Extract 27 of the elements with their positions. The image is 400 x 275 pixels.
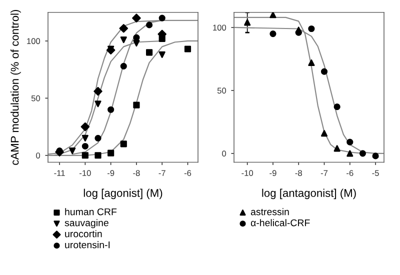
legend-label: human CRF [65,208,117,216]
y-tick-label: 0 [222,150,226,157]
x-tick-label: -9 [270,170,276,176]
x-tick-label: -10 [242,170,254,176]
x-tick-label: -8 [295,170,302,176]
y-axis-title: cAMP modulation (% of control) [10,10,21,165]
x-axis-title: log [agonist] (M) [84,188,162,200]
x-tick-label: -9 [107,170,114,176]
legend-label: urotensin-I [65,241,110,248]
x-tick-label: -10 [80,170,91,176]
legend-label: urocortin [65,230,102,238]
y-tick-label: 0 [36,152,40,158]
legend-label: α-helical-CRF [250,219,310,226]
y-tick-label: 50 [217,88,226,94]
x-tick-label: -7 [158,170,166,176]
x-tick-label: -5 [372,170,379,176]
legend-label: astressin [250,208,289,216]
x-tick-label: -7 [320,170,328,176]
x-tick-label: -11 [54,170,65,176]
x-tick-label: -8 [133,170,140,176]
x-tick-label: -6 [346,170,354,176]
x-axis-title: log [antagonist] (M) [262,188,356,200]
y-tick-label: 50 [31,95,40,102]
legend-label: sauvagine [64,219,108,228]
y-tick-label: 100 [213,24,226,31]
x-tick-label: -6 [184,170,192,176]
y-tick-label: 100 [27,38,40,44]
